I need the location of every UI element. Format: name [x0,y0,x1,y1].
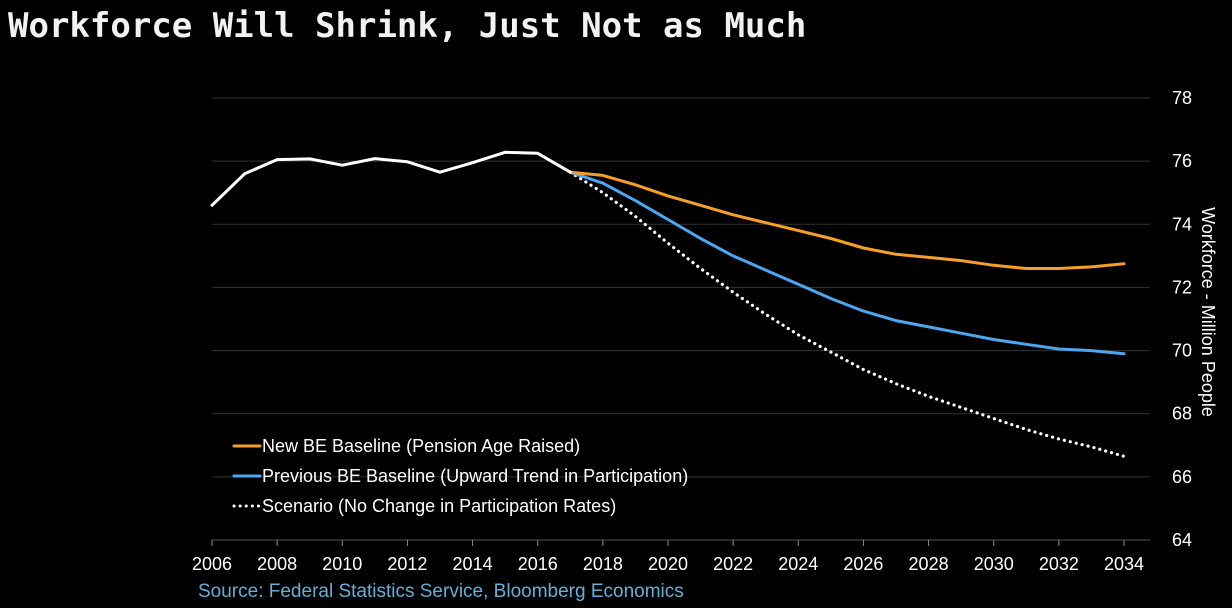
x-tick-label: 2012 [387,554,427,574]
x-tick-label: 2022 [713,554,753,574]
y-tick-label: 66 [1172,467,1192,487]
chart-title: Workforce Will Shrink, Just Not as Much [8,6,807,46]
x-tick-label: 2026 [843,554,883,574]
series-line-0 [210,150,572,207]
y-axis-ticks: 64 66 68 70 72 74 76 78 [1172,88,1192,550]
y-tick-label: 70 [1172,341,1192,361]
x-tick-label: 2034 [1104,554,1144,574]
legend-label: Scenario (No Change in Participation Rat… [262,496,616,516]
y-tick-label: 64 [1172,530,1192,550]
y-tick-label: 72 [1172,277,1192,297]
y-tick-label: 68 [1172,404,1192,424]
y-tick-label: 74 [1172,214,1192,234]
source-note: Source: Federal Statistics Service, Bloo… [198,581,684,602]
x-tick-label: 2028 [909,554,949,574]
x-axis-ticks: 2006 2008 2010 2012 2014 2016 2018 2020 2022 2024… [192,540,1144,574]
series-lines [210,150,1126,458]
series-line-3 [568,170,1126,458]
y-tick-label: 76 [1172,151,1192,171]
x-tick-label: 2008 [257,554,297,574]
x-tick-label: 2032 [1039,554,1079,574]
legend-label: Previous BE Baseline (Upward Trend in Pa… [262,466,688,486]
y-tick-label: 78 [1172,88,1192,108]
x-tick-label: 2018 [583,554,623,574]
gridlines [212,97,1150,541]
legend: New BE Baseline (Pension Age Raised) Prev… [232,436,688,516]
x-tick-label: 2016 [518,554,558,574]
x-tick-label: 2010 [322,554,362,574]
x-tick-label: 2024 [778,554,818,574]
series-line-1 [568,170,1126,270]
x-tick-label: 2006 [192,554,232,574]
x-tick-label: 2020 [648,554,688,574]
x-tick-label: 2014 [453,554,493,574]
series-line-2 [568,170,1126,356]
legend-label: New BE Baseline (Pension Age Raised) [262,436,580,456]
x-tick-label: 2030 [974,554,1014,574]
y-axis-label: Workforce - Million People [1198,207,1218,417]
